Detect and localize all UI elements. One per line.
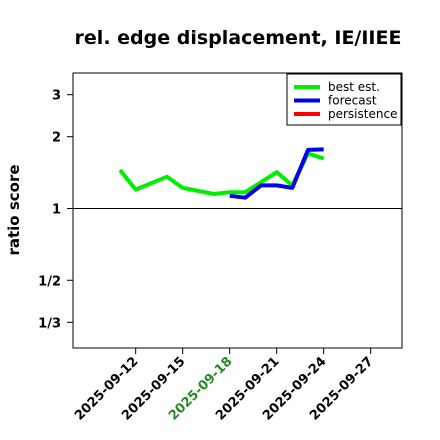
legend-label: best est. xyxy=(328,80,380,94)
legend-label: forecast xyxy=(328,94,377,108)
chart-title: rel. edge displacement, IE/IIEE xyxy=(75,27,402,49)
series-layer xyxy=(118,147,325,200)
x-axis: 2025-09-122025-09-152025-09-182025-09-21… xyxy=(72,348,376,424)
y-axis-label: ratio score xyxy=(5,164,23,255)
plot-area xyxy=(72,72,403,349)
legend-label: persistence xyxy=(328,107,397,121)
y-tick-label: 3 xyxy=(52,89,61,104)
y-tick-label: 1/2 xyxy=(38,274,61,289)
y-tick-label: 2 xyxy=(52,131,61,146)
plot-frame xyxy=(72,72,403,349)
series-line-forecast xyxy=(229,147,324,200)
y-tick-label: 1/3 xyxy=(38,316,61,331)
y-axis: 1/3 1/2 1 2 3 xyxy=(38,89,73,331)
y-tick-label: 1 xyxy=(52,202,61,217)
